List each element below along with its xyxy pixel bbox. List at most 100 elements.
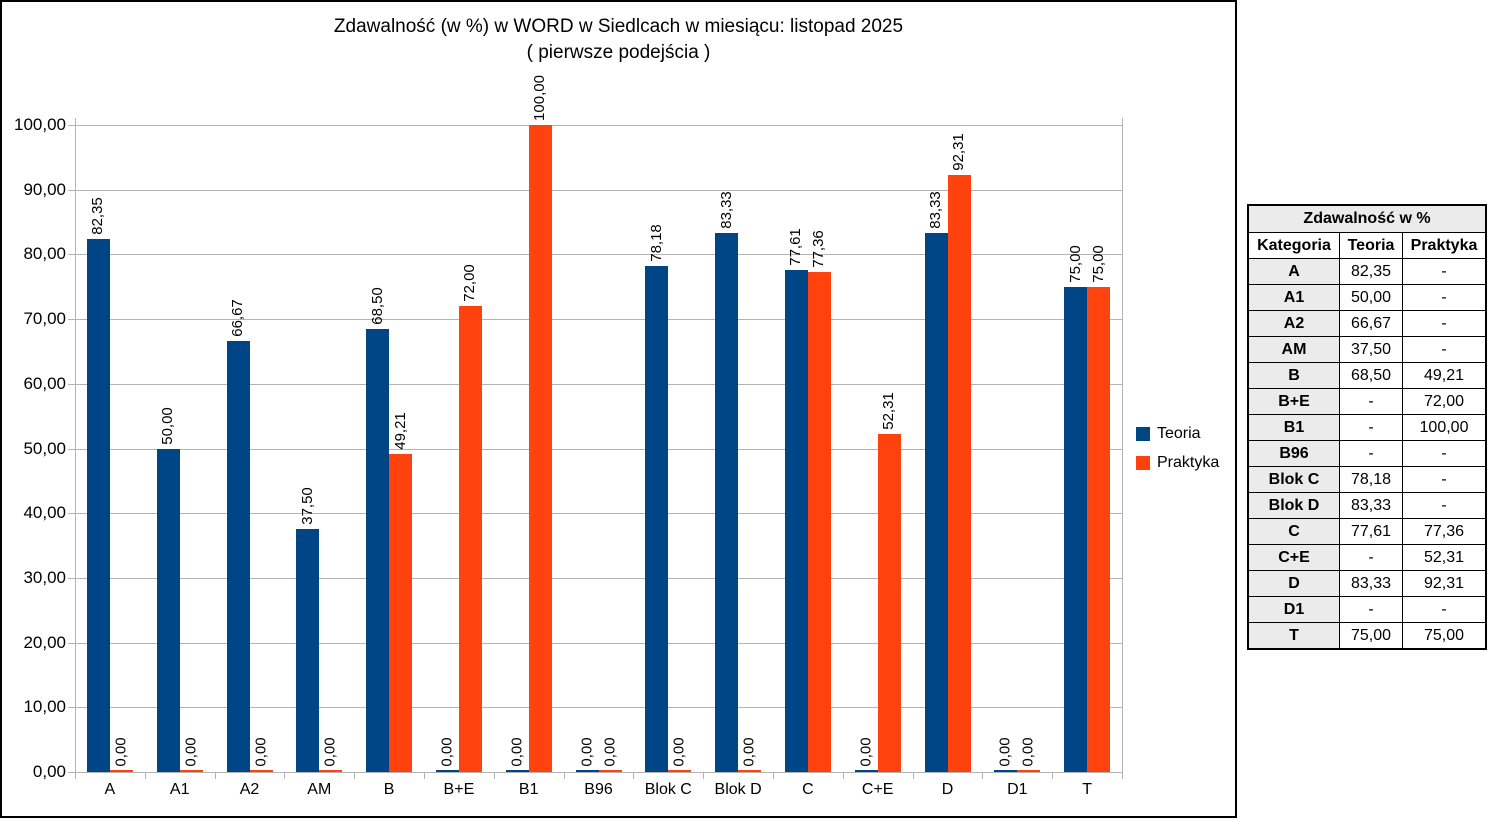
bar-label-teoria-B96: 0,00 xyxy=(578,736,596,767)
x-axis-label-D1: D1 xyxy=(1007,781,1028,798)
teoria-value-cell: 77,61 xyxy=(1339,518,1403,545)
bar-label-praktyka-B96: 0,00 xyxy=(601,736,619,767)
table-row: A 82,35- xyxy=(1247,258,1487,285)
x-axis-tick xyxy=(284,772,286,779)
y-axis-label: 100,00 xyxy=(14,115,66,134)
bar-praktyka-B xyxy=(389,453,413,772)
bar-label-praktyka-D1: 0,00 xyxy=(1019,736,1037,767)
bar-label-praktyka-T: 75,00 xyxy=(1089,245,1107,283)
x-axis-tick xyxy=(633,772,635,779)
table-row: A1 50,00- xyxy=(1247,284,1487,311)
x-axis-tick xyxy=(214,772,216,779)
bar-label-teoria-C+E: 0,00 xyxy=(857,736,875,767)
bar-teoria-D1 xyxy=(994,770,1018,772)
bar-label-teoria-B1: 0,00 xyxy=(508,736,526,767)
bar-teoria-AM xyxy=(296,529,320,772)
teoria-swatch-icon xyxy=(1136,426,1150,441)
teoria-value-cell: - xyxy=(1339,544,1403,571)
category-cell: D xyxy=(1247,570,1340,597)
chart-legend: Teoria Praktyka xyxy=(1136,419,1219,477)
teoria-value-cell: 83,33 xyxy=(1339,492,1403,519)
bar-teoria-B xyxy=(366,328,390,772)
gridline xyxy=(75,707,1122,709)
bar-label-teoria-A2: 66,67 xyxy=(228,298,246,337)
bar-praktyka-B96 xyxy=(598,770,622,772)
bar-label-teoria-B: 68,50 xyxy=(368,287,386,325)
table-row: A2 66,67- xyxy=(1247,310,1487,337)
category-cell: B96 xyxy=(1247,440,1340,467)
praktyka-value-cell: - xyxy=(1402,596,1487,623)
bar-label-praktyka-Blok D: 0,00 xyxy=(740,736,758,767)
bar-teoria-Blok C xyxy=(645,266,669,772)
table-title: Zdawalność w % xyxy=(1247,204,1487,233)
x-axis-label-C+E: C+E xyxy=(861,781,894,798)
category-cell: B1 xyxy=(1247,414,1340,441)
praktyka-value-cell: 77,36 xyxy=(1402,518,1487,545)
category-cell: A xyxy=(1247,258,1340,285)
teoria-value-cell: 83,33 xyxy=(1339,570,1403,597)
bar-praktyka-A2 xyxy=(249,770,273,772)
praktyka-value-cell: - xyxy=(1402,258,1487,285)
teoria-value-cell: 50,00 xyxy=(1339,284,1403,311)
teoria-value-cell: - xyxy=(1339,596,1403,623)
bar-teoria-B96 xyxy=(575,770,599,772)
teoria-value-cell: 37,50 xyxy=(1339,336,1403,363)
gridline xyxy=(75,125,1122,126)
teoria-value-cell: - xyxy=(1339,414,1403,441)
category-cell: Blok D xyxy=(1247,492,1340,519)
table-row: B1-100,00 xyxy=(1247,414,1487,441)
x-axis-label-A1: A1 xyxy=(169,781,190,798)
y-axis-label: 0,00 xyxy=(32,762,66,781)
category-cell: C+E xyxy=(1247,544,1340,571)
bar-label-praktyka-B+E: 72,00 xyxy=(461,264,479,302)
praktyka-value-cell: - xyxy=(1402,492,1487,519)
bar-praktyka-Blok D xyxy=(738,770,762,772)
gridline xyxy=(75,319,1122,321)
x-axis-label-C: C xyxy=(802,781,814,798)
category-cell: D1 xyxy=(1247,596,1340,623)
x-axis-tick xyxy=(842,772,844,779)
bar-teoria-D xyxy=(924,232,948,772)
x-axis-tick xyxy=(773,772,774,779)
praktyka-value-cell: 72,00 xyxy=(1402,388,1487,415)
bar-label-teoria-C: 77,61 xyxy=(787,228,805,266)
bar-label-teoria-D1: 0,00 xyxy=(996,736,1014,767)
chart-panel: Zdawalność (w %) w WORD w Siedlcach w mi… xyxy=(14,16,1220,798)
bar-praktyka-T xyxy=(1087,286,1111,773)
praktyka-swatch-icon xyxy=(1136,455,1150,470)
category-cell: A1 xyxy=(1247,284,1340,311)
x-axis-label-B1: B1 xyxy=(518,781,539,798)
table-row: B+E -72,00 xyxy=(1247,388,1487,415)
x-axis-tick xyxy=(982,772,984,779)
x-axis-line xyxy=(75,772,1122,773)
bar-teoria-A1 xyxy=(156,448,180,772)
y-axis-label: 30,00 xyxy=(23,567,66,587)
plot-right-border xyxy=(1122,118,1123,772)
chart-title-line1: Zdawalność (w %) w WORD w Siedlcach w mi… xyxy=(333,16,904,37)
bar-teoria-B1 xyxy=(505,770,529,772)
bar-label-teoria-A: 82,35 xyxy=(89,197,107,235)
legend-item-teoria: Teoria xyxy=(1136,419,1219,448)
x-axis-tick xyxy=(424,772,425,779)
teoria-value-cell: 82,35 xyxy=(1339,258,1403,285)
bar-label-praktyka-A1: 0,00 xyxy=(182,736,200,767)
y-axis-label: 10,00 xyxy=(23,697,66,717)
table-row: D1- - xyxy=(1247,596,1487,623)
bar-praktyka-C+E xyxy=(877,433,901,772)
teoria-value-cell: 68,50 xyxy=(1339,362,1403,389)
x-axis-tick xyxy=(1052,772,1054,779)
x-axis-label-Blok C: Blok C xyxy=(644,781,692,798)
gridline xyxy=(75,383,1122,385)
x-axis-label-B+E: B+E xyxy=(443,781,475,798)
category-cell: B xyxy=(1247,362,1340,389)
praktyka-value-cell: - xyxy=(1402,336,1487,363)
bar-label-praktyka-D: 92,31 xyxy=(949,133,967,171)
column-header-kategoria: Kategoria xyxy=(1247,232,1340,259)
pass-rate-table-wrap: Zdawalność w % Kategoria Teoria Praktyka… xyxy=(1247,204,1487,650)
chart-title-line2: ( pierwsze podejścia ) xyxy=(526,42,711,63)
bar-praktyka-B+E xyxy=(458,306,482,772)
gridline xyxy=(75,254,1122,256)
x-axis-tick xyxy=(75,772,76,779)
x-axis-label-Blok D: Blok D xyxy=(714,781,762,798)
praktyka-value-cell: 75,00 xyxy=(1402,622,1487,650)
